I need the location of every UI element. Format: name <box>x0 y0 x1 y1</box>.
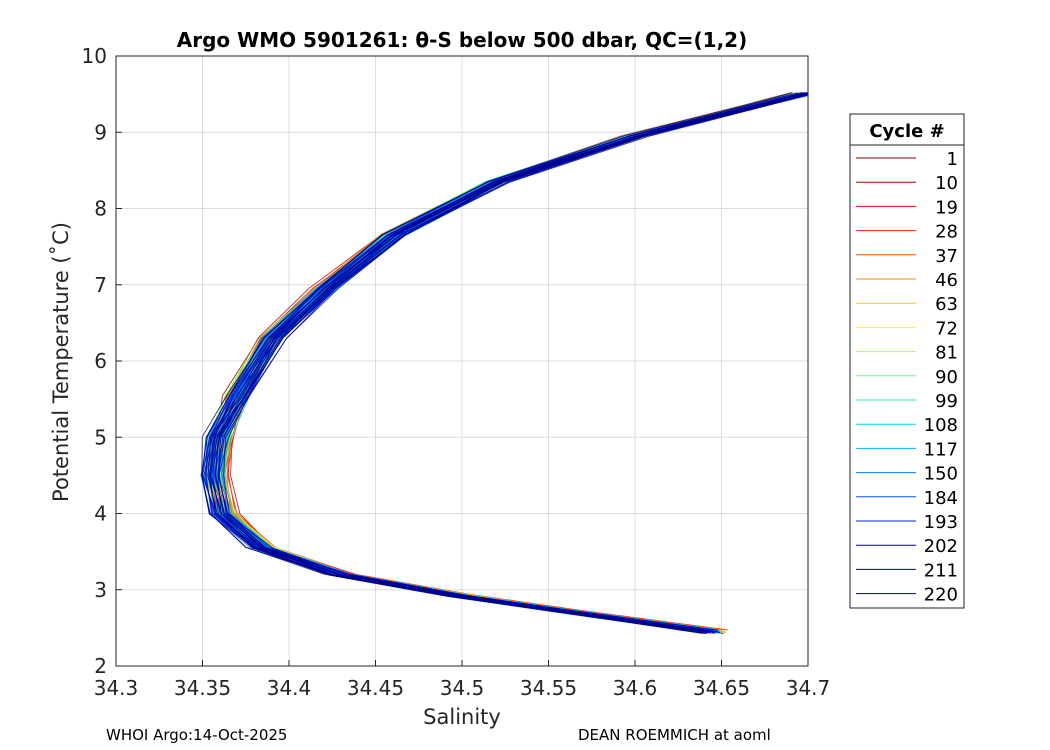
x-tick-label: 34.45 <box>347 676 404 700</box>
y-tick-label: 3 <box>94 578 107 602</box>
legend-label: 81 <box>935 343 958 364</box>
legend-label: 99 <box>935 391 958 412</box>
legend-label: 117 <box>924 439 958 460</box>
legend-label: 211 <box>924 560 958 581</box>
legend-label: 63 <box>935 294 958 315</box>
legend-label: 10 <box>935 173 958 194</box>
y-axis-ticks: 2 3 4 5 6 7 8 9 10 <box>82 44 122 678</box>
cycle-profile-line <box>207 95 804 634</box>
legend-label: 90 <box>935 367 958 388</box>
y-axis-label: Potential Temperature (˚C) <box>49 222 73 502</box>
legend-label: 37 <box>935 246 958 267</box>
grid-lines <box>116 56 808 666</box>
footer-left: WHOI Argo:14-Oct-2025 <box>106 726 288 744</box>
legend-box <box>849 113 965 609</box>
footer-right: DEAN ROEMMICH at aoml <box>578 726 771 744</box>
legend-label: 220 <box>924 585 958 606</box>
legend-label: 1 <box>947 149 958 170</box>
legend-title: Cycle # <box>869 121 944 142</box>
x-axis-ticks: 34.3 34.35 34.4 34.45 34.5 34.55 34.6 34.65 34.7 <box>94 660 831 700</box>
x-tick-label: 34.55 <box>520 676 577 700</box>
legend-label: 72 <box>935 318 958 339</box>
x-tick-label: 34.35 <box>174 676 231 700</box>
legend-label: 202 <box>924 536 958 557</box>
cycle-profile-line <box>214 93 809 632</box>
x-axis-label: Salinity <box>423 705 501 729</box>
y-tick-label: 8 <box>94 197 107 221</box>
y-tick-label: 10 <box>82 44 107 68</box>
y-tick-label: 2 <box>94 654 107 678</box>
chart-title: Argo WMO 5901261: θ-S below 500 dbar, QC… <box>177 28 747 52</box>
x-tick-label: 34.65 <box>693 676 750 700</box>
legend-entries: 1 10 19 28 37 46 63 72 81 90 99 108 117 150 184 193 202 2… <box>856 149 958 606</box>
x-tick-label: 34.4 <box>267 676 312 700</box>
x-tick-label: 34.7 <box>786 676 831 700</box>
legend-label: 184 <box>924 488 958 509</box>
legend-label: 19 <box>935 197 958 218</box>
x-tick-label: 34.5 <box>440 676 485 700</box>
legend-label: 28 <box>935 222 958 243</box>
legend-label: 46 <box>935 270 958 291</box>
cycle-profile-line <box>223 94 809 633</box>
y-tick-label: 9 <box>94 120 107 144</box>
legend-label: 108 <box>924 415 958 436</box>
x-tick-label: 34.6 <box>613 676 658 700</box>
y-tick-label: 4 <box>94 502 107 526</box>
y-tick-label: 7 <box>94 273 107 297</box>
profile-curves <box>200 91 809 634</box>
legend-label: 193 <box>924 512 958 533</box>
legend-label: 150 <box>924 464 958 485</box>
legend: Cycle # 1 10 19 28 37 46 63 72 81 90 99 108 117 150 18… <box>849 113 965 609</box>
y-tick-label: 6 <box>94 349 107 373</box>
x-tick-label: 34.3 <box>94 676 139 700</box>
y-tick-label: 5 <box>94 425 107 449</box>
